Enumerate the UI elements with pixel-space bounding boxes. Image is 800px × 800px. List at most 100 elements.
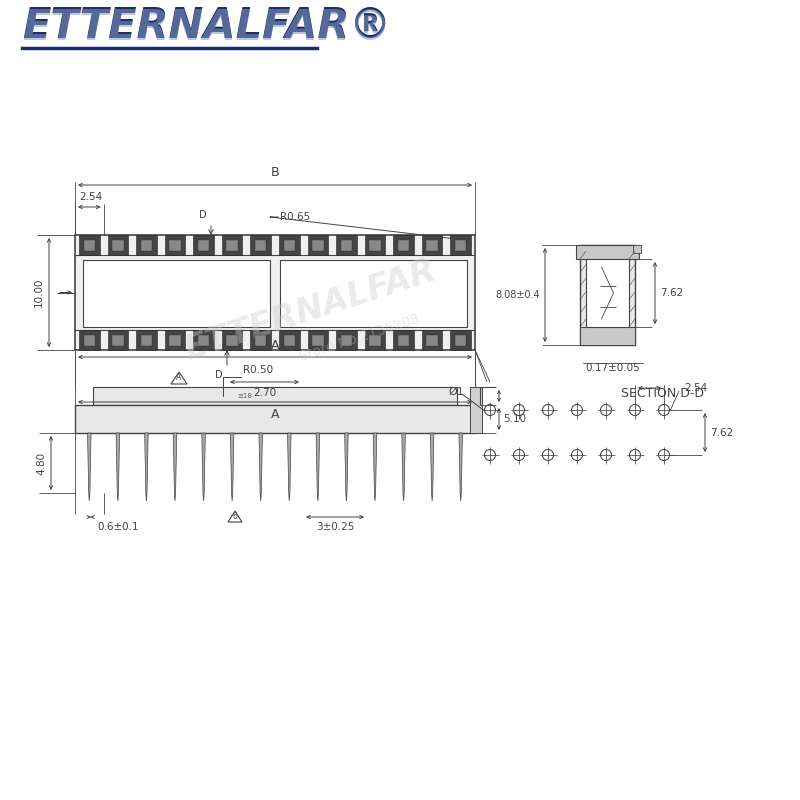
Bar <box>93 387 457 405</box>
Bar <box>141 334 152 346</box>
Text: SECTION D-D: SECTION D-D <box>621 387 704 400</box>
Bar <box>455 239 466 250</box>
Bar <box>398 239 410 250</box>
Bar <box>455 334 466 346</box>
Polygon shape <box>116 433 120 501</box>
Bar <box>250 330 271 350</box>
Bar <box>398 334 410 346</box>
Text: B: B <box>270 166 279 179</box>
Bar <box>107 330 128 350</box>
Bar <box>341 334 352 346</box>
Bar <box>165 235 186 255</box>
Text: 3±0.25: 3±0.25 <box>316 522 354 532</box>
Bar <box>75 235 475 350</box>
Bar <box>222 330 242 350</box>
Bar <box>165 330 186 350</box>
Text: 6: 6 <box>233 512 238 521</box>
Bar <box>136 330 157 350</box>
Bar <box>370 334 381 346</box>
Bar <box>226 239 238 250</box>
Bar <box>422 330 442 350</box>
Bar <box>279 330 299 350</box>
Text: 0.6±0.1: 0.6±0.1 <box>97 522 138 532</box>
Bar <box>307 330 328 350</box>
Bar <box>84 239 95 250</box>
Polygon shape <box>174 433 177 501</box>
Bar <box>280 260 467 327</box>
Bar <box>426 334 438 346</box>
Text: 5.10: 5.10 <box>503 414 526 424</box>
Bar <box>170 239 181 250</box>
Bar <box>170 334 181 346</box>
Polygon shape <box>374 433 377 501</box>
Text: ETTERNALFAR®: ETTERNALFAR® <box>22 7 391 49</box>
Text: A: A <box>270 408 279 421</box>
Bar <box>422 235 442 255</box>
Text: 2.70: 2.70 <box>253 388 276 398</box>
Text: ETTERNALFAR®: ETTERNALFAR® <box>22 5 391 47</box>
Text: 8.08±0.4: 8.08±0.4 <box>495 290 540 300</box>
Text: D: D <box>199 210 207 220</box>
Polygon shape <box>459 433 462 501</box>
Bar <box>633 245 641 253</box>
Bar <box>470 387 482 433</box>
Bar <box>141 239 152 250</box>
Bar <box>450 330 471 350</box>
Bar <box>279 235 299 255</box>
Bar <box>136 235 157 255</box>
Bar <box>194 330 214 350</box>
Text: R0.50: R0.50 <box>243 365 273 375</box>
Bar <box>586 259 629 327</box>
Bar <box>336 235 357 255</box>
Text: 2.54: 2.54 <box>80 192 103 202</box>
Bar <box>394 330 414 350</box>
Bar <box>336 330 357 350</box>
Bar <box>426 239 438 250</box>
Bar <box>107 235 128 255</box>
Bar <box>112 334 123 346</box>
Text: 7.62: 7.62 <box>660 288 683 298</box>
Bar <box>198 239 210 250</box>
Text: Store No.2135208: Store No.2135208 <box>298 312 422 364</box>
Bar <box>250 235 271 255</box>
Text: D: D <box>215 370 223 380</box>
Text: A: A <box>270 339 279 352</box>
Bar <box>312 334 323 346</box>
Text: 7.62: 7.62 <box>710 427 734 438</box>
Bar <box>307 235 328 255</box>
Text: ≡18: ≡18 <box>238 393 253 399</box>
Bar <box>284 239 295 250</box>
Polygon shape <box>87 433 91 501</box>
Bar <box>255 334 266 346</box>
Polygon shape <box>316 433 320 501</box>
Bar <box>75 405 475 433</box>
Bar <box>284 334 295 346</box>
Text: R0.65: R0.65 <box>280 212 310 222</box>
Text: 4.80: 4.80 <box>36 451 46 474</box>
Bar <box>312 239 323 250</box>
Polygon shape <box>345 433 348 501</box>
Polygon shape <box>145 433 148 501</box>
Text: 2.54: 2.54 <box>684 383 707 393</box>
Polygon shape <box>430 433 434 501</box>
Text: ETTERNALFAR: ETTERNALFAR <box>180 254 440 366</box>
Bar <box>222 235 242 255</box>
Bar <box>365 330 386 350</box>
Text: A: A <box>176 374 182 382</box>
Bar <box>580 327 635 345</box>
Polygon shape <box>202 433 206 501</box>
Polygon shape <box>287 433 291 501</box>
Polygon shape <box>402 433 406 501</box>
Text: 0.17±0.05: 0.17±0.05 <box>585 363 640 373</box>
Polygon shape <box>230 433 234 501</box>
Bar <box>394 235 414 255</box>
Bar <box>365 235 386 255</box>
Bar <box>198 334 210 346</box>
Bar <box>255 239 266 250</box>
Bar <box>112 239 123 250</box>
Bar <box>580 245 635 345</box>
Text: 10.00: 10.00 <box>34 278 44 307</box>
Bar <box>83 260 270 327</box>
Bar <box>79 235 99 255</box>
Bar <box>341 239 352 250</box>
